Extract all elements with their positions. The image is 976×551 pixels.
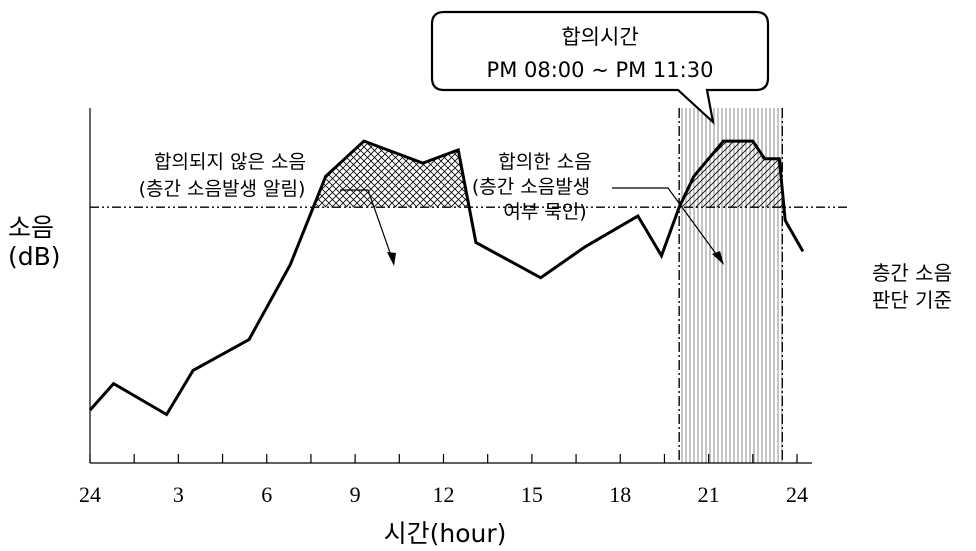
agreed-annotation-line1: 합의한 소음	[498, 151, 591, 173]
x-tick-label: 12	[433, 482, 455, 507]
agreed-annotation-leader	[612, 187, 723, 263]
x-tick-label: 3	[173, 482, 184, 507]
x-axis-label: 시간(hour)	[384, 519, 507, 548]
y-axis-label-line2: (dB)	[8, 242, 61, 271]
x-tick-label: 6	[261, 482, 272, 507]
unagreed-annotation-leader	[340, 189, 395, 265]
threshold-label-line1: 층간 소음	[872, 261, 952, 285]
noise-series-line	[88, 139, 805, 417]
x-tick-label: 21	[698, 482, 720, 507]
y-axis-label-line1: 소음	[8, 213, 54, 242]
x-tick-label: 15	[521, 482, 543, 507]
x-axis-ticks	[89, 454, 798, 463]
x-tick-label: 18	[609, 482, 631, 507]
unagreed-noise-area	[307, 141, 471, 208]
unagreed-annotation-line1: 합의되지 않은 소음	[154, 151, 306, 173]
x-tick-label: 24	[79, 482, 101, 507]
x-tick-label: 24	[786, 482, 808, 507]
threshold-label-line2: 판단 기준	[872, 288, 952, 312]
callout-time-range: PM 08:00 ~ PM 11:30	[487, 58, 714, 82]
agreed-annotation-arrowhead	[712, 251, 724, 265]
agreed-annotation-line2: (층간 소음발생	[472, 176, 590, 198]
x-tick-label: 9	[350, 482, 361, 507]
agreed-annotation-line3: 여부 묵인)	[503, 201, 586, 223]
unagreed-annotation-line2: (층간 소음발생 알림)	[139, 178, 306, 200]
agreed-period-callout-bubble	[430, 10, 770, 126]
callout-title: 합의시간	[561, 25, 638, 49]
agreed-noise-area	[679, 141, 783, 208]
x-axis-tick-labels: 24 3 6 9 12 15 18 21 24	[79, 482, 808, 507]
unagreed-annotation-arrowhead	[387, 252, 396, 266]
